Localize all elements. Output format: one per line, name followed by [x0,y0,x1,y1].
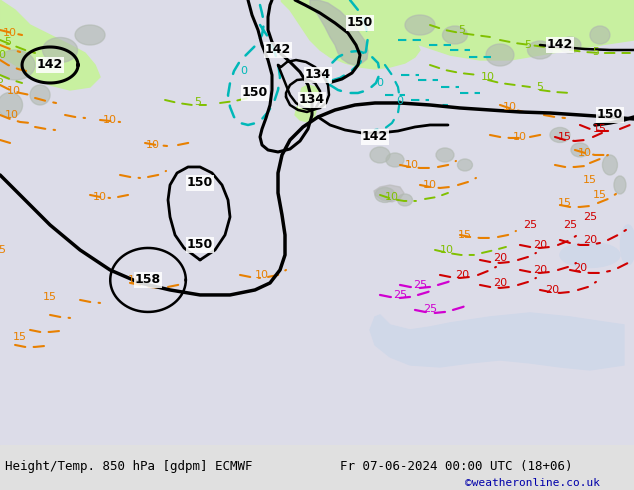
Ellipse shape [443,26,467,44]
Text: 25: 25 [393,290,407,300]
Text: 20: 20 [533,240,547,250]
Text: 0: 0 [240,66,247,76]
Polygon shape [295,103,316,122]
Text: 15: 15 [558,132,572,142]
Text: 15: 15 [43,292,57,302]
Text: 150: 150 [242,86,268,99]
Polygon shape [300,85,320,103]
Text: 5: 5 [4,37,11,47]
Text: 142: 142 [37,58,63,72]
Text: 5: 5 [524,40,531,50]
Text: 0: 0 [377,78,384,88]
Text: 10: 10 [103,115,117,125]
Text: 10: 10 [3,28,17,38]
Text: 25: 25 [583,212,597,222]
Text: 15: 15 [593,124,607,134]
Text: 20: 20 [493,253,507,263]
Text: 20: 20 [545,285,559,295]
Polygon shape [0,0,100,90]
Polygon shape [245,0,310,153]
Text: 20: 20 [573,263,587,273]
Text: 134: 134 [299,94,325,106]
Text: 10: 10 [7,86,21,96]
Text: 15: 15 [0,245,7,255]
Polygon shape [280,0,420,69]
Text: Height/Temp. 850 hPa [gdpm] ECMWF: Height/Temp. 850 hPa [gdpm] ECMWF [5,460,252,473]
Text: 5: 5 [0,75,4,85]
Text: 10: 10 [146,140,160,150]
Text: 25: 25 [523,220,537,230]
Text: 150: 150 [187,176,213,190]
Text: 10: 10 [503,102,517,112]
Polygon shape [280,0,634,50]
Text: 10: 10 [0,50,7,60]
Text: 134: 134 [305,69,331,81]
Ellipse shape [550,127,570,143]
Text: 15: 15 [583,175,597,185]
Ellipse shape [386,153,404,167]
Ellipse shape [486,44,514,66]
Ellipse shape [398,194,413,206]
Text: 150: 150 [597,108,623,122]
Ellipse shape [458,159,472,171]
Text: 10: 10 [440,245,454,255]
Ellipse shape [621,225,634,265]
Ellipse shape [559,37,581,53]
Text: 150: 150 [187,239,213,251]
Ellipse shape [75,25,105,45]
Polygon shape [310,0,368,65]
Text: 25: 25 [563,220,577,230]
Text: 142: 142 [362,130,388,144]
Ellipse shape [614,176,626,194]
Text: 142: 142 [547,39,573,51]
Text: 10: 10 [578,148,592,158]
Text: 15: 15 [458,230,472,240]
Text: 15: 15 [13,332,27,342]
Text: 5: 5 [592,47,600,57]
Ellipse shape [42,38,77,63]
Ellipse shape [602,155,618,175]
Text: 0: 0 [396,96,403,106]
Polygon shape [374,185,404,202]
Text: 142: 142 [265,44,291,56]
Polygon shape [370,313,624,370]
Ellipse shape [405,15,435,35]
Ellipse shape [527,41,552,59]
Ellipse shape [560,243,620,268]
Ellipse shape [0,93,23,118]
Ellipse shape [30,85,50,105]
Text: 20: 20 [583,235,597,245]
Text: 15: 15 [558,198,572,208]
Text: 10: 10 [5,110,19,120]
Text: 25: 25 [413,280,427,290]
Text: 10: 10 [423,180,437,190]
Text: 158: 158 [135,273,161,287]
Ellipse shape [0,50,35,80]
Ellipse shape [436,148,454,162]
Polygon shape [320,0,634,60]
Text: 10: 10 [255,270,269,280]
Ellipse shape [375,188,395,202]
Text: 5: 5 [536,82,543,92]
Polygon shape [370,0,634,57]
Text: 20: 20 [493,278,507,288]
Text: 150: 150 [347,17,373,29]
Text: 10: 10 [128,275,142,285]
Text: ©weatheronline.co.uk: ©weatheronline.co.uk [465,478,600,488]
Text: 10: 10 [513,132,527,142]
Text: 5: 5 [458,25,465,35]
Text: 10: 10 [405,160,419,170]
Ellipse shape [571,143,589,157]
Ellipse shape [370,147,390,163]
Ellipse shape [590,26,610,44]
Text: 20: 20 [533,265,547,275]
Text: 10: 10 [481,72,495,82]
Text: 25: 25 [423,304,437,314]
Text: 10: 10 [93,192,107,202]
Text: 20: 20 [455,270,469,280]
Text: 5: 5 [195,97,202,107]
Text: 15: 15 [593,190,607,200]
Text: 10: 10 [385,192,399,202]
Text: Fr 07-06-2024 00:00 UTC (18+06): Fr 07-06-2024 00:00 UTC (18+06) [340,460,573,473]
